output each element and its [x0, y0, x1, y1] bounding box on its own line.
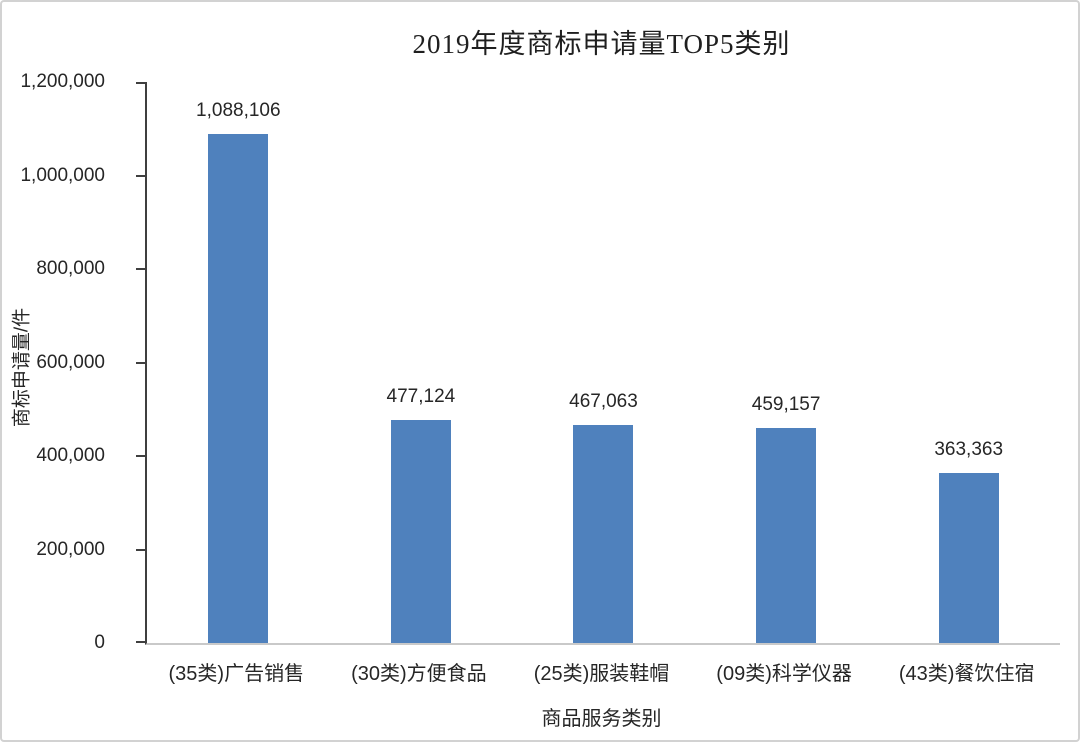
y-tick-label: 200,000 [36, 538, 105, 560]
y-tick-label: 1,200,000 [20, 71, 105, 92]
y-tick-label: 800,000 [36, 258, 105, 279]
category-label: (43类)餐饮住宿 [898, 663, 1035, 685]
y-tick-label: 600,000 [36, 351, 105, 373]
category-label: (30类)方便食品 [351, 663, 487, 685]
y-tick-label: 1,000,000 [20, 164, 105, 186]
y-tick-mark [136, 174, 145, 177]
category-label: (25类)服装鞋帽 [533, 663, 670, 685]
bar-4 [756, 428, 817, 643]
bar-value-label: 477,124 [386, 385, 456, 407]
bar-value-label: 363,363 [934, 439, 1004, 461]
y-tick-mark [136, 268, 145, 270]
x-axis-title: 商品服务类别 [541, 708, 662, 730]
category-label: (35类)广告销售 [168, 663, 305, 685]
bar-slot: 363,363 [877, 82, 1060, 643]
y-tick-mark [136, 361, 145, 364]
plot-area: 0 200,000 400,000 600,000 800,000 1,000,000 1,… [20, 71, 1060, 653]
y-tick-label: 0 [94, 632, 105, 653]
y-tick-label: 400,000 [36, 445, 105, 466]
bar-slot: 467,063 [512, 82, 695, 643]
y-tick-mark [136, 82, 145, 84]
category-label: (09类)科学仪器 [716, 663, 852, 685]
bar-value-label: 467,063 [569, 390, 638, 412]
bar-value-label: 1,088,106 [196, 100, 281, 122]
bar-3 [573, 424, 634, 643]
bar-1 [208, 134, 269, 643]
bar-slot: 1,088,106 [147, 82, 330, 643]
bar-2 [390, 419, 451, 643]
y-tick-mark [136, 641, 145, 643]
chart-title: 2019年度商标申请量TOP5类别 [412, 29, 791, 59]
bar-value-label: 459,157 [751, 394, 821, 416]
bar-slot: 477,124 [330, 82, 513, 643]
bar-slot: 459,157 [695, 82, 878, 643]
bar-5 [938, 473, 999, 643]
y-tick-mark [136, 548, 145, 551]
y-tick-mark [136, 455, 145, 457]
